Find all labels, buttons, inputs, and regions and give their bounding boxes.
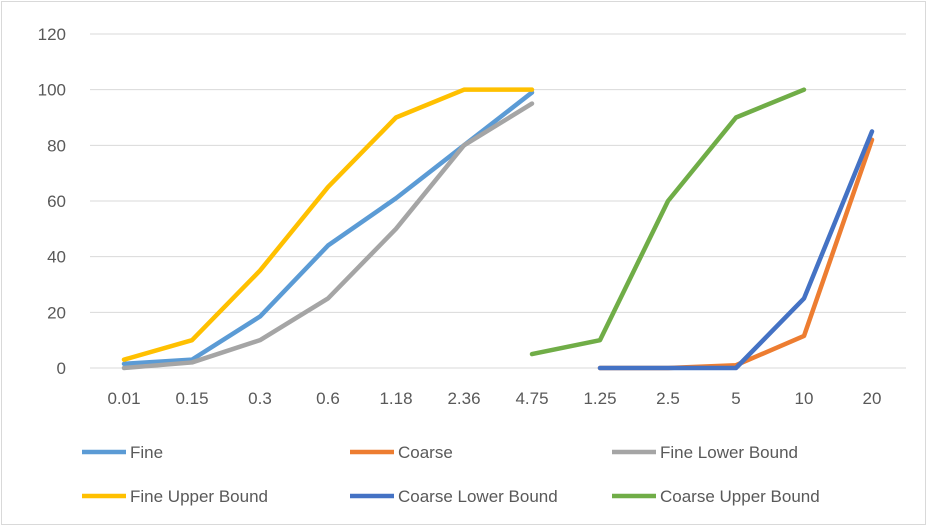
x-tick-label: 0.01 bbox=[107, 389, 140, 408]
series-line-coarse-upper-bound bbox=[529, 87, 807, 357]
x-tick-label: 20 bbox=[863, 389, 882, 408]
y-tick-label: 120 bbox=[38, 25, 66, 44]
x-tick-label: 2.5 bbox=[656, 389, 680, 408]
y-tick-label: 60 bbox=[47, 192, 66, 211]
y-axis-labels: 0 20 40 60 80 100 120 bbox=[38, 25, 66, 378]
legend: Fine Coarse Fine Lower Bound Fine Upper Bou… bbox=[82, 443, 820, 506]
x-tick-label: 0.6 bbox=[316, 389, 340, 408]
y-tick-label: 100 bbox=[38, 81, 66, 100]
series-line-fine bbox=[121, 90, 535, 367]
legend-label-coarse: Coarse bbox=[398, 443, 453, 462]
x-tick-label: 0.3 bbox=[248, 389, 272, 408]
legend-label-fine-lower-bound: Fine Lower Bound bbox=[660, 443, 798, 462]
x-tick-label: 5 bbox=[731, 389, 740, 408]
series-line-coarse-lower-bound bbox=[597, 129, 875, 371]
series-line-fine-upper-bound bbox=[121, 87, 535, 362]
x-tick-label: 4.75 bbox=[515, 389, 548, 408]
legend-label-coarse-upper-bound: Coarse Upper Bound bbox=[660, 487, 820, 506]
x-tick-label: 0.15 bbox=[175, 389, 208, 408]
series-line-fine-lower-bound bbox=[121, 101, 535, 371]
x-tick-label: 1.25 bbox=[583, 389, 616, 408]
y-tick-label: 0 bbox=[57, 359, 66, 378]
legend-label-coarse-lower-bound: Coarse Lower Bound bbox=[398, 487, 558, 506]
x-tick-label: 10 bbox=[795, 389, 814, 408]
y-tick-label: 80 bbox=[47, 136, 66, 155]
legend-label-fine-upper-bound: Fine Upper Bound bbox=[130, 487, 268, 506]
y-tick-label: 40 bbox=[47, 248, 66, 267]
legend-label-fine: Fine bbox=[130, 443, 163, 462]
x-tick-label: 2.36 bbox=[447, 389, 480, 408]
x-axis-labels: 0.01 0.15 0.3 0.6 1.18 2.36 4.75 1.25 2.5 5 10 20 bbox=[107, 389, 881, 408]
x-tick-label: 1.18 bbox=[379, 389, 412, 408]
y-tick-label: 20 bbox=[47, 303, 66, 322]
series-lines bbox=[121, 87, 875, 371]
